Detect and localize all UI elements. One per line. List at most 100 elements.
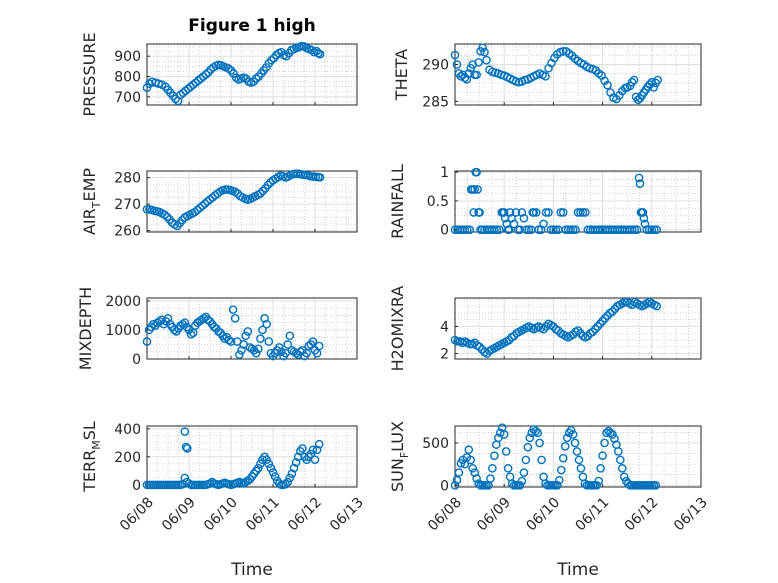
data-point (608, 430, 617, 439)
data-point (145, 79, 154, 88)
data-point (573, 326, 583, 335)
data-point (595, 319, 605, 329)
data-point (524, 225, 534, 234)
axes-box (146, 297, 358, 360)
data-point (224, 64, 233, 73)
y-axis-label: SUNFLUX (388, 421, 411, 492)
data-point (629, 75, 639, 85)
data-point (285, 473, 295, 483)
data-point (614, 447, 623, 456)
subplot-pressure: 700 800 900 PRESSURE (80, 32, 358, 117)
data-point (539, 324, 548, 334)
data-point (474, 58, 483, 67)
data-point (537, 455, 546, 465)
data-point (649, 83, 659, 92)
data-point (243, 327, 253, 336)
data-point (616, 455, 625, 465)
data-point (205, 479, 215, 488)
y-axis-label: RAINFALL (388, 164, 407, 239)
data-point (460, 225, 470, 234)
data-point (523, 442, 533, 452)
y-tick-label: 900 (114, 49, 141, 65)
data-point (598, 316, 607, 326)
data-point (274, 343, 284, 352)
data-point (596, 464, 605, 473)
data-point (576, 464, 586, 473)
data-point (465, 225, 475, 234)
data-point (517, 208, 527, 217)
data-point (635, 179, 645, 188)
data-point (610, 434, 619, 444)
data-point (578, 208, 588, 217)
data-point (163, 314, 173, 323)
data-point (580, 479, 590, 488)
data-point (201, 70, 211, 79)
data-point (590, 324, 600, 334)
subplot-terr-msl: 0 200 400 06/08 06/09 06/10 06/11 06/12 06/13 Tim… (80, 421, 367, 580)
data-point (593, 322, 602, 331)
data-point (241, 331, 250, 341)
data-point (473, 185, 482, 194)
data-point (267, 55, 276, 65)
subplot-mixdepth: 0 1000 2000 MIXDEPTH (76, 287, 358, 370)
x-tick-label: 06/08 (117, 495, 157, 535)
data-point (600, 438, 609, 448)
data-point (576, 208, 585, 217)
data-point (260, 314, 269, 323)
data-point (462, 225, 472, 234)
data-point (539, 219, 548, 229)
y-tick-label: 1 (440, 165, 449, 181)
data-point (450, 481, 460, 490)
x-tick-label: 06/12 (622, 495, 662, 535)
data-point (647, 225, 657, 234)
data-point (186, 82, 195, 91)
data-point (501, 447, 511, 456)
data-point (572, 447, 582, 456)
data-point (522, 225, 531, 234)
data-point (314, 341, 324, 351)
axes-box (454, 297, 702, 360)
data-point (268, 467, 278, 477)
data-point (289, 463, 299, 473)
data-point (600, 314, 610, 323)
axes-box (454, 425, 702, 488)
data-point (541, 479, 550, 488)
data-point (237, 345, 246, 355)
y-tick-label: 270 (114, 197, 141, 213)
data-point (486, 474, 495, 483)
data-point (263, 180, 273, 190)
data-point (592, 481, 601, 490)
data-point (171, 94, 180, 104)
data-point (256, 459, 265, 469)
data-point (627, 225, 637, 234)
data-point (558, 208, 568, 217)
data-point (566, 225, 575, 234)
subplot-air-temp: 260 270 280 AIRTEMP (80, 168, 358, 240)
y-tick-label: 800 (114, 70, 141, 86)
data-point (193, 205, 202, 215)
data-point (519, 213, 529, 223)
data-point (608, 307, 617, 316)
subplot-h2omixra: 2 4 H2OMIXRA (388, 286, 702, 371)
data-point (251, 74, 261, 83)
data-point (531, 426, 540, 436)
data-point (162, 212, 172, 222)
data-point (490, 225, 499, 234)
data-point (594, 476, 603, 486)
x-axis-label: Time (230, 560, 273, 580)
data-point (638, 208, 648, 217)
data-point (308, 337, 318, 346)
data-point (553, 481, 562, 490)
y-tick-label: 2 (440, 347, 449, 363)
data-point (251, 348, 261, 358)
y-tick-label: 0 (132, 352, 141, 368)
y-tick-label: 0 (440, 478, 449, 494)
data-point (172, 221, 182, 231)
data-point (235, 350, 244, 359)
x-tick-label: 06/08 (425, 495, 465, 535)
data-point (462, 74, 472, 84)
marker-series (142, 41, 325, 106)
data-point (228, 305, 238, 314)
data-point (568, 225, 578, 234)
data-point (541, 72, 550, 81)
